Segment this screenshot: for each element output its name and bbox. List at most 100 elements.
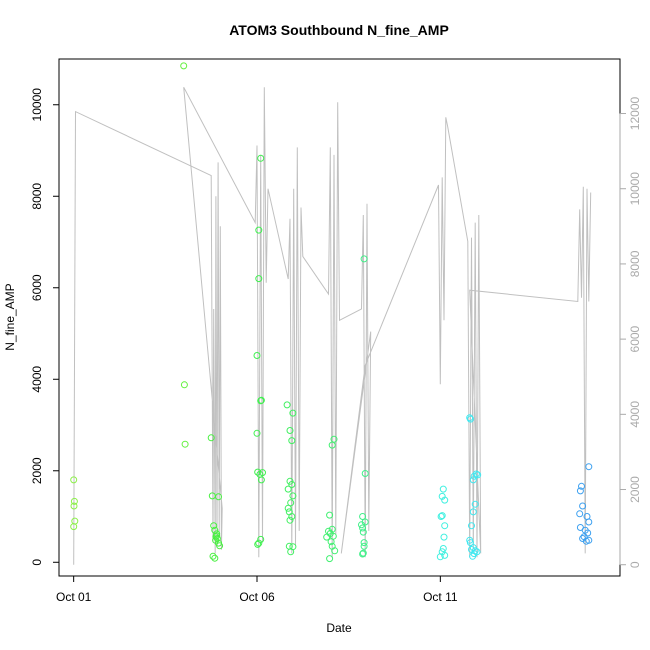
data-point [441,496,449,504]
data-point [331,547,339,555]
y-tick-label: 4000 [30,366,44,393]
data-point [468,522,475,530]
data-point [440,533,448,541]
data-point [287,499,295,507]
y-tick-label: 2000 [30,457,44,484]
data-point [361,470,369,477]
data-point [360,539,368,547]
data-point [359,550,367,558]
data-point [474,471,482,479]
data-point [253,429,261,437]
data-point [584,529,592,537]
data-point [359,549,367,557]
data-point [288,481,296,488]
data-point [211,554,219,562]
y-tick-label: 0 [30,559,44,566]
data-point [439,545,447,552]
data-point [441,522,449,530]
data-point [441,551,449,559]
data-point [359,524,367,532]
data-point [286,427,294,434]
x-tick-label: Oct 11 [423,590,458,604]
data-point [289,409,297,417]
data-point [469,476,477,484]
y2-tick-label: 2000 [628,476,642,503]
data-point [288,437,296,445]
chart-title: ATOM3 Southbound N_fine_AMP [229,22,449,38]
data-point [326,555,334,563]
y-axis-left: 0 2000 4000 6000 8000 10000 [30,88,60,566]
data-point [207,434,215,442]
data-point [181,440,189,448]
data-point [576,510,584,518]
y2-tick-label: 8000 [628,250,642,277]
data-point [438,512,446,520]
data-point [254,468,262,476]
data-point [255,539,263,547]
data-point [466,415,474,423]
data-point [327,538,335,546]
y2-tick-label: 4000 [628,401,642,428]
data-point [180,62,188,70]
data-point [437,513,445,520]
data-point [328,441,336,449]
data-points [70,62,593,563]
data-point [578,482,585,490]
data-point [255,226,263,234]
data-point [582,537,590,545]
data-point [358,521,365,529]
y-tick-label: 10000 [30,88,44,122]
x-axis-label: Date [326,621,352,635]
y-tick-label: 6000 [30,274,44,301]
data-point [254,540,262,548]
data-point [257,396,265,404]
data-point [209,552,217,560]
y2-tick-label: 12000 [628,97,642,131]
data-point [359,528,367,536]
y2-tick-label: 6000 [628,325,642,352]
x-tick-label: Oct 01 [56,590,92,604]
data-point [585,518,593,526]
data-point [289,492,297,500]
data-point [212,533,220,541]
data-point [470,472,478,480]
series-line [73,86,592,565]
data-point [257,476,265,484]
data-point [472,470,480,478]
data-point [585,463,593,471]
data-point [439,485,447,493]
data-point [287,548,295,556]
y-axis-right: 0 2000 4000 6000 8000 10000 12000 [619,97,642,568]
data-point [469,508,477,516]
x-axis: Oct 01 Oct 06 Oct 11 [56,575,458,604]
data-point [328,525,336,533]
data-point [576,487,584,495]
x-tick-label: Oct 06 [239,590,275,604]
data-point [360,542,368,550]
y2-tick-label: 10000 [628,172,642,206]
data-point [257,535,265,543]
data-point [286,516,294,524]
data-point [210,522,218,530]
data-point [70,476,78,484]
data-point [284,504,292,512]
data-point [473,548,481,556]
y-axis-label: N_fine_AMP [3,283,17,350]
data-point [216,542,224,550]
data-point [359,513,367,520]
data-point [283,401,291,409]
data-point [288,513,296,520]
data-point [253,352,261,359]
data-point [579,502,587,510]
y-tick-label: 8000 [30,183,44,210]
data-point [255,275,263,283]
data-point [436,553,444,561]
data-point [70,497,78,505]
data-point [257,154,265,162]
data-point [466,539,474,547]
data-point [323,533,331,541]
data-point [71,517,79,525]
data-point [70,502,78,510]
data-point [70,523,78,531]
